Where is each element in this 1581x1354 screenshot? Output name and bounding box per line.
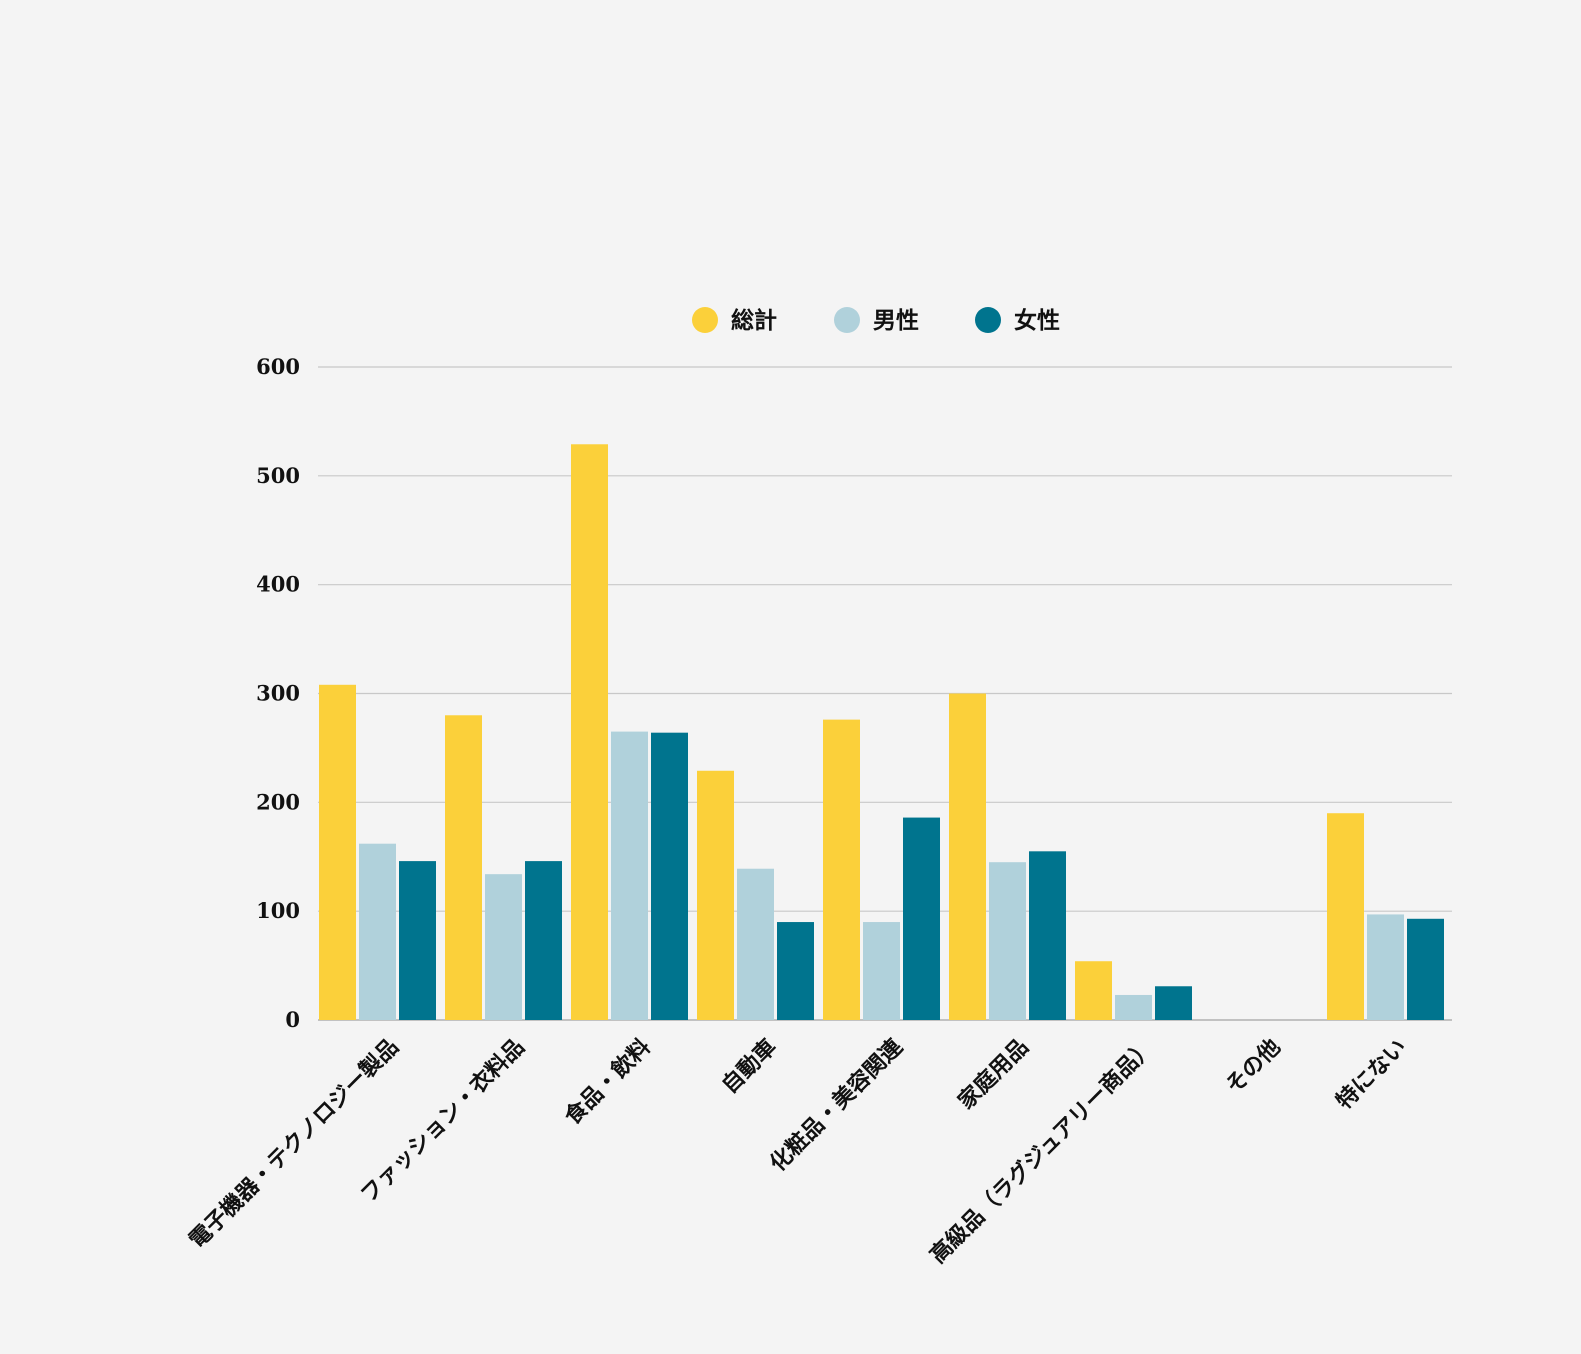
- x-tick-label: 特にない: [1331, 1034, 1412, 1115]
- x-tick-label: 化粧品・美容関連: [765, 1033, 909, 1177]
- x-axis-tick-labels: 電子機器・テクノロジー製品ファッション・衣料品 食品・飲料 自動車化粧品・美容関連家…: [184, 1033, 1412, 1268]
- bar-1-5: [823, 719, 860, 1020]
- bar-3-2: [525, 861, 562, 1020]
- bar-3-3: [651, 732, 688, 1020]
- legend-swatch-3: [975, 307, 1001, 333]
- bar-1-3: [571, 444, 608, 1020]
- legend-swatch-2: [834, 307, 860, 333]
- bar-1-9: [1327, 813, 1364, 1020]
- bar-1-2: [445, 715, 482, 1020]
- y-tick-label: 200: [256, 789, 300, 814]
- legend-swatch-1: [692, 307, 718, 333]
- y-tick-label: 500: [256, 463, 300, 488]
- bar-2-6: [989, 862, 1026, 1020]
- bar-2-9: [1367, 914, 1404, 1020]
- y-axis-tick-labels: 0 100 200 300 400 500 600: [256, 354, 300, 1032]
- y-tick-label: 400: [256, 572, 300, 597]
- x-tick-label: 食品・飲料: [560, 1034, 656, 1130]
- bar-3-4: [777, 922, 814, 1020]
- y-tick-label: 600: [256, 354, 300, 379]
- legend-label: 女性: [1014, 307, 1060, 334]
- bar-2-4: [737, 868, 774, 1020]
- bar-3-6: [1029, 851, 1066, 1020]
- x-tick-label: その他: [1221, 1035, 1285, 1099]
- y-tick-label: 0: [285, 1007, 300, 1032]
- legend-label: 男性: [873, 308, 919, 334]
- bar-1-6: [949, 693, 986, 1020]
- x-tick-label: 自動車: [717, 1034, 782, 1099]
- bar-3-1: [399, 861, 436, 1020]
- bars: [319, 444, 1444, 1020]
- bar-3-5: [903, 817, 940, 1020]
- bar-1-4: [697, 770, 734, 1020]
- bar-2-2: [485, 874, 522, 1020]
- bar-2-7: [1115, 994, 1152, 1020]
- x-tick-label: 高級品（ラグジュアリー商品）: [925, 1034, 1160, 1269]
- y-tick-label: 300: [256, 681, 300, 706]
- bar-3-7: [1155, 986, 1192, 1020]
- bar-1-7: [1075, 961, 1112, 1020]
- bar-3-9: [1407, 918, 1444, 1020]
- bar-2-3: [611, 731, 648, 1020]
- bar-2-1: [359, 843, 396, 1020]
- legend-label: 総計: [731, 307, 777, 334]
- y-tick-label: 100: [256, 898, 300, 923]
- x-tick-label: 電子機器・テクノロジー製品: [184, 1034, 404, 1254]
- bar-1-1: [319, 684, 356, 1020]
- x-tick-label: 家庭用品: [953, 1034, 1034, 1115]
- legend: 総計 男性 女性: [692, 307, 1060, 334]
- bar-2-5: [863, 922, 900, 1020]
